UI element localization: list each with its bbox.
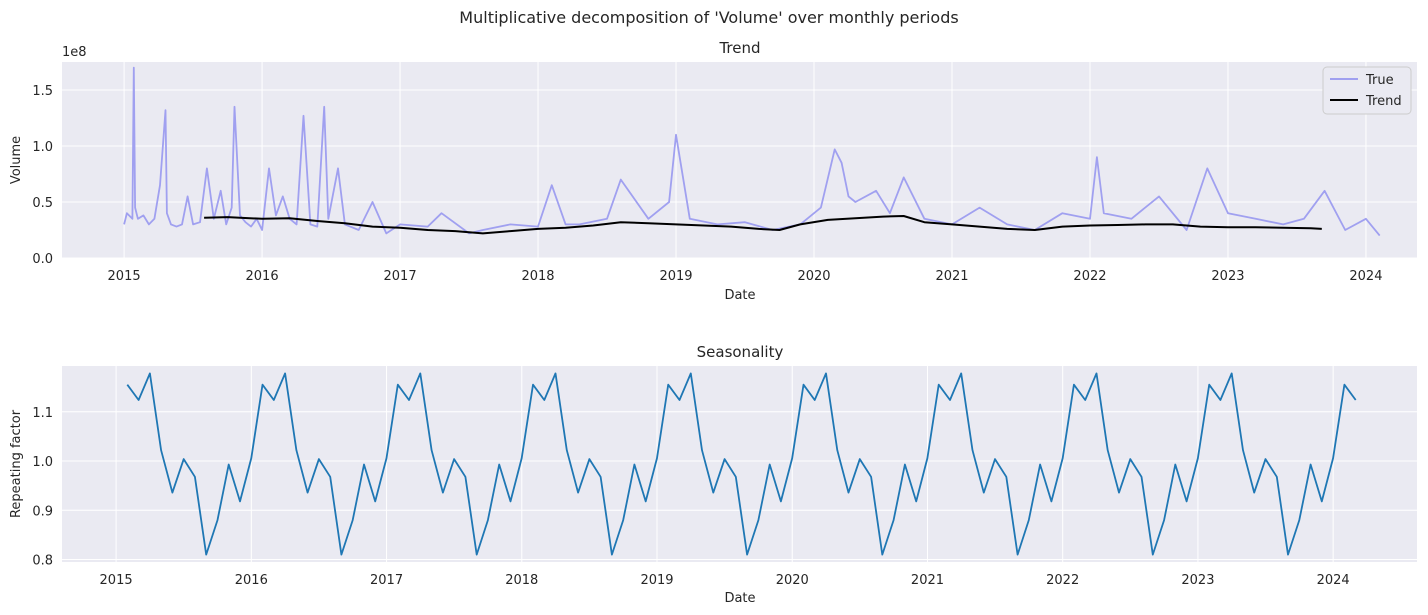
seasonality-x-axis-label: Date bbox=[724, 591, 755, 606]
trend-x-tick-label: 2019 bbox=[659, 269, 692, 284]
seasonality-x-tick-label: 2020 bbox=[776, 573, 809, 588]
seasonality-y-axis-label: Repeating factor bbox=[9, 409, 24, 518]
trend-x-tick-label: 2023 bbox=[1211, 269, 1244, 284]
trend-x-tick-label: 2022 bbox=[1073, 269, 1106, 284]
figure-suptitle: Multiplicative decomposition of 'Volume'… bbox=[459, 8, 958, 27]
seasonality-x-tick-label: 2023 bbox=[1181, 573, 1214, 588]
seasonality-y-tick-label: 0.8 bbox=[32, 554, 53, 569]
seasonality-x-tick-label: 2021 bbox=[911, 573, 944, 588]
trend-y-tick-label: 1.5 bbox=[32, 84, 53, 99]
seasonality-line bbox=[126, 372, 1357, 556]
trend-x-tick-label: 2020 bbox=[797, 269, 830, 284]
trend-x-tick-label: 2018 bbox=[521, 269, 554, 284]
seasonality-x-tick-labels: 2015 2016 2017 2018 2019 2020 2021 2022 2023 2024 bbox=[100, 573, 1350, 588]
trend-line bbox=[204, 215, 1322, 235]
trend-grid bbox=[62, 62, 1417, 259]
trend-y-tick-label: 1.0 bbox=[32, 140, 53, 155]
seasonality-y-tick-labels: 0.8 0.9 1.0 1.1 bbox=[32, 406, 53, 569]
legend-true-label: True bbox=[1365, 73, 1394, 88]
seasonality-y-tick-label: 1.0 bbox=[32, 455, 53, 470]
trend-y-scale-label: 1e8 bbox=[62, 45, 87, 60]
seasonality-x-tick-label: 2015 bbox=[100, 573, 133, 588]
true-volume-line bbox=[123, 66, 1381, 237]
trend-y-tick-labels: 0.0 0.5 1.0 1.5 bbox=[32, 84, 53, 267]
trend-y-tick-label: 0.5 bbox=[32, 196, 53, 211]
seasonality-x-tick-label: 2024 bbox=[1317, 573, 1350, 588]
seasonality-series bbox=[126, 372, 1357, 556]
seasonality-x-tick-label: 2017 bbox=[370, 573, 403, 588]
seasonality-x-tick-label: 2016 bbox=[235, 573, 268, 588]
seasonality-title: Seasonality bbox=[697, 343, 784, 361]
trend-x-tick-label: 2015 bbox=[108, 269, 141, 284]
seasonality-grid bbox=[62, 366, 1417, 562]
trend-x-tick-labels: 2015 2016 2017 2018 2019 2020 2021 2022 2023 2024 bbox=[108, 269, 1383, 284]
trend-series bbox=[123, 66, 1381, 237]
seasonality-x-tick-label: 2019 bbox=[640, 573, 673, 588]
trend-x-tick-label: 2017 bbox=[384, 269, 417, 284]
seasonality-chart: 2015 2016 2017 2018 2019 2020 2021 2022 2023 2024… bbox=[9, 343, 1417, 606]
trend-legend: True Trend bbox=[1322, 66, 1412, 115]
trend-x-tick-label: 2024 bbox=[1349, 269, 1382, 284]
seasonality-plot-area bbox=[62, 366, 1417, 562]
trend-title: Trend bbox=[718, 39, 760, 57]
trend-x-tick-label: 2021 bbox=[935, 269, 968, 284]
seasonality-x-tick-label: 2022 bbox=[1046, 573, 1079, 588]
legend-trend-label: Trend bbox=[1365, 94, 1402, 109]
seasonality-x-tick-label: 2018 bbox=[505, 573, 538, 588]
seasonality-y-tick-label: 1.1 bbox=[32, 406, 53, 421]
trend-x-axis-label: Date bbox=[724, 288, 755, 303]
trend-y-tick-label: 0.0 bbox=[32, 252, 53, 267]
trend-x-tick-label: 2016 bbox=[246, 269, 279, 284]
trend-y-axis-label: Volume bbox=[9, 136, 24, 184]
trend-plot-area bbox=[62, 62, 1417, 258]
seasonality-y-tick-label: 0.9 bbox=[32, 504, 53, 519]
trend-chart: 2015 2016 2017 2018 2019 2020 2021 2022 2023 2024… bbox=[9, 39, 1417, 303]
